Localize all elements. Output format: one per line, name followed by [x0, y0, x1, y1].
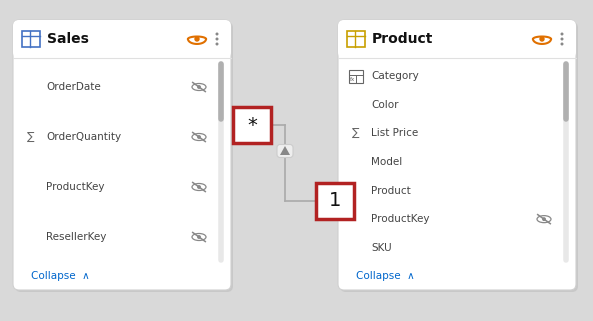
Text: ProductKey: ProductKey — [46, 182, 104, 192]
Text: *: * — [247, 116, 257, 134]
Circle shape — [197, 85, 201, 89]
FancyBboxPatch shape — [15, 22, 233, 292]
Circle shape — [197, 185, 201, 189]
FancyBboxPatch shape — [338, 20, 576, 58]
Circle shape — [215, 42, 218, 46]
Text: ResellerKey: ResellerKey — [46, 232, 106, 242]
FancyBboxPatch shape — [338, 20, 576, 290]
Text: fx: fx — [350, 77, 355, 82]
Text: Collapse  ∧: Collapse ∧ — [31, 271, 90, 281]
Circle shape — [215, 38, 218, 40]
Text: SKU: SKU — [371, 243, 391, 253]
Circle shape — [560, 42, 563, 46]
Circle shape — [560, 38, 563, 40]
Text: Collapse  ∧: Collapse ∧ — [356, 271, 415, 281]
Text: Category: Category — [371, 71, 419, 81]
Bar — [233, 107, 271, 143]
Text: ∑: ∑ — [352, 128, 360, 138]
Text: Color: Color — [371, 100, 398, 110]
FancyBboxPatch shape — [277, 144, 293, 158]
Bar — [22, 31, 40, 47]
Text: 1: 1 — [329, 192, 341, 211]
Circle shape — [197, 235, 201, 239]
Text: Sales: Sales — [47, 32, 89, 46]
Text: List Price: List Price — [371, 128, 418, 138]
Bar — [349, 70, 363, 83]
Circle shape — [197, 135, 201, 139]
Text: Product: Product — [372, 32, 433, 46]
Text: Product: Product — [371, 186, 411, 195]
Circle shape — [195, 36, 200, 42]
Text: ∑: ∑ — [27, 132, 35, 142]
FancyBboxPatch shape — [13, 20, 231, 290]
Text: Model: Model — [371, 157, 402, 167]
Circle shape — [539, 36, 545, 42]
Circle shape — [215, 32, 218, 36]
Circle shape — [560, 32, 563, 36]
Polygon shape — [280, 146, 290, 155]
Bar — [316, 183, 354, 219]
Text: OrderQuantity: OrderQuantity — [46, 132, 121, 142]
Text: OrderDate: OrderDate — [46, 82, 101, 92]
Bar — [347, 31, 365, 47]
FancyBboxPatch shape — [340, 22, 578, 292]
FancyBboxPatch shape — [13, 20, 231, 58]
Text: ProductKey: ProductKey — [371, 214, 429, 224]
Circle shape — [542, 217, 546, 221]
